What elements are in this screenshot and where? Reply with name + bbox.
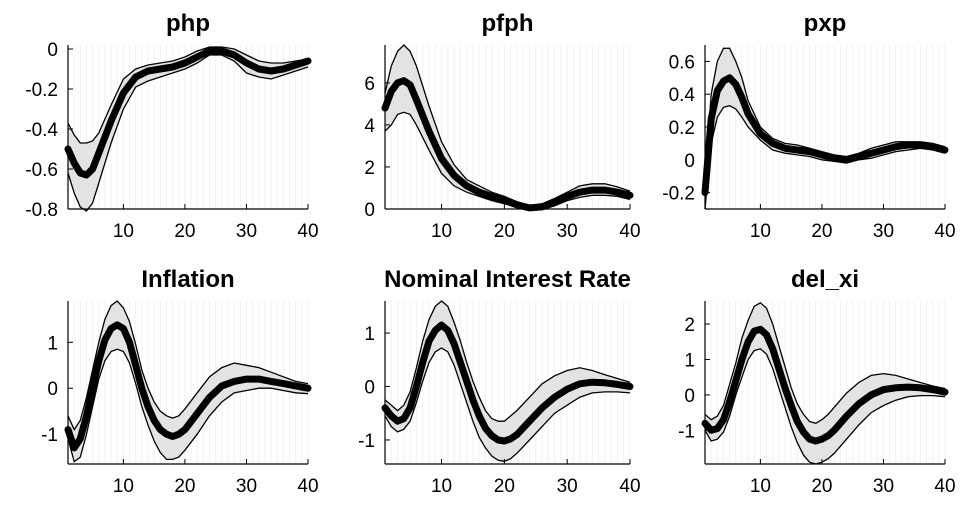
panel-pfph-xtick-label: 20 [494, 221, 515, 242]
panel-nominal-interest-rate-title: Nominal Interest Rate [384, 266, 631, 293]
panel-del-xi-band [705, 302, 945, 464]
panel-del-xi-ytick-label: 2 [684, 315, 695, 336]
panel-pxp-ytick-label: 0 [684, 151, 695, 172]
panel-del-xi-upper-line [704, 302, 946, 425]
panel-pfph-title: pfph [482, 10, 534, 37]
panel-php-xtick-label: 20 [174, 221, 195, 242]
panel-php-xtick-label: 10 [113, 221, 134, 242]
panel-inflation-xtick-label: 20 [174, 476, 195, 497]
panel-pfph: 10 20 30 40 0 2 4 6 pfph [364, 10, 640, 242]
panel-del-xi-median-line [701, 325, 949, 445]
panel-inflation-upper-line [67, 300, 309, 431]
panel-inflation-lower-line [67, 348, 309, 463]
panel-pfph-xtick-label: 10 [431, 221, 452, 242]
panel-inflation-ytick-label: 0 [47, 379, 58, 400]
panel-nominal-interest-rate-xtick-label: 10 [431, 476, 452, 497]
panel-del-xi-title: del_xi [791, 266, 859, 293]
panel-php: 10 20 30 40 0 -0.2 -0.4 -0.6 -0.8 php [25, 10, 318, 242]
panel-nominal-interest-rate-ytick-label: -1 [358, 431, 375, 452]
panel-pxp-xtick-label: 30 [873, 221, 894, 242]
panel-pxp-ytick-label: 0.2 [669, 118, 695, 139]
panel-pfph-xtick-label: 40 [619, 221, 640, 242]
panel-php-ytick-label: -0.6 [25, 160, 58, 181]
panel-php-ytick-label: -0.2 [25, 80, 58, 101]
panel-del-xi-xtick-label: 20 [811, 476, 832, 497]
panel-del-xi-xtick-label: 10 [750, 476, 771, 497]
panel-pfph-xtick-label: 30 [557, 221, 578, 242]
panel-pxp: 10 20 30 40 0.6 0.4 0.2 0 -0.2 pxp [662, 10, 955, 242]
panel-pxp-band [705, 48, 945, 209]
panel-del-xi-ytick-label: 0 [684, 386, 695, 407]
panel-pfph-lower-line [384, 111, 631, 210]
panel-pxp-xtick-label: 10 [750, 221, 771, 242]
panel-pxp-ytick-label: 0.4 [669, 85, 696, 106]
panel-nominal-interest-rate-median-line [381, 321, 634, 445]
panel-pfph-ytick-label: 6 [364, 74, 375, 95]
panel-pxp-title: pxp [804, 10, 847, 37]
panel-php-ytick-label: -0.8 [25, 200, 58, 221]
panel-php-ytick-label: 0 [47, 40, 58, 61]
panel-nominal-interest-rate-ytick-label: 1 [364, 324, 375, 345]
panel-del-xi-xtick-label: 40 [934, 476, 955, 497]
panel-pxp-ytick-label: -0.2 [662, 184, 695, 205]
panel-pfph-median-line [381, 77, 634, 212]
panel-nominal-interest-rate-band [385, 301, 630, 462]
panel-pxp-xtick-label: 40 [934, 221, 955, 242]
panel-inflation-ytick-label: 1 [47, 333, 58, 354]
panel-nominal-interest-rate-upper-line [384, 300, 631, 422]
panel-php-xtick-label: 40 [297, 221, 318, 242]
panel-pxp-ytick-label: 0.6 [669, 52, 695, 73]
panel-pxp-lower-line [704, 105, 946, 210]
panel-del-xi-ytick-label: 1 [684, 350, 695, 371]
panel-nominal-interest-rate-lower-line [384, 347, 631, 462]
panel-inflation-xtick-label: 10 [113, 476, 134, 497]
panel-pfph-ytick-label: 4 [364, 116, 375, 137]
panel-php-upper-line [67, 46, 309, 144]
panel-php-title: php [166, 10, 210, 37]
panel-php-ytick-label: -0.4 [25, 120, 58, 141]
panel-nominal-interest-rate-xtick-label: 30 [557, 476, 578, 497]
panel-php-median-line [64, 47, 312, 179]
panel-inflation-median-line [64, 321, 312, 452]
panel-nominal-interest-rate-xtick-label: 40 [619, 476, 640, 497]
panel-del-xi-ytick-label: -1 [678, 421, 695, 442]
panel-php-xtick-label: 30 [236, 221, 257, 242]
panel-pfph-ytick-label: 2 [364, 158, 375, 179]
panel-pfph-ytick-label: 0 [364, 200, 375, 221]
panel-pfph-upper-line [384, 44, 631, 207]
panel-pxp-median-line [701, 74, 949, 197]
panel-del-xi-lower-line [704, 348, 946, 465]
panel-pxp-upper-line [704, 47, 946, 180]
panel-nominal-interest-rate-xtick-label: 20 [494, 476, 515, 497]
panel-nominal-interest-rate-ytick-label: 0 [364, 378, 375, 399]
panel-pxp-xtick-label: 20 [811, 221, 832, 242]
panel-inflation-xtick-label: 30 [236, 476, 257, 497]
panel-del-xi-xtick-label: 30 [873, 476, 894, 497]
panel-php-lower-line [67, 54, 309, 212]
panel-inflation-title: Inflation [141, 266, 234, 293]
panel-inflation-ytick-label: -1 [41, 425, 58, 446]
panel-inflation-xtick-label: 40 [297, 476, 318, 497]
